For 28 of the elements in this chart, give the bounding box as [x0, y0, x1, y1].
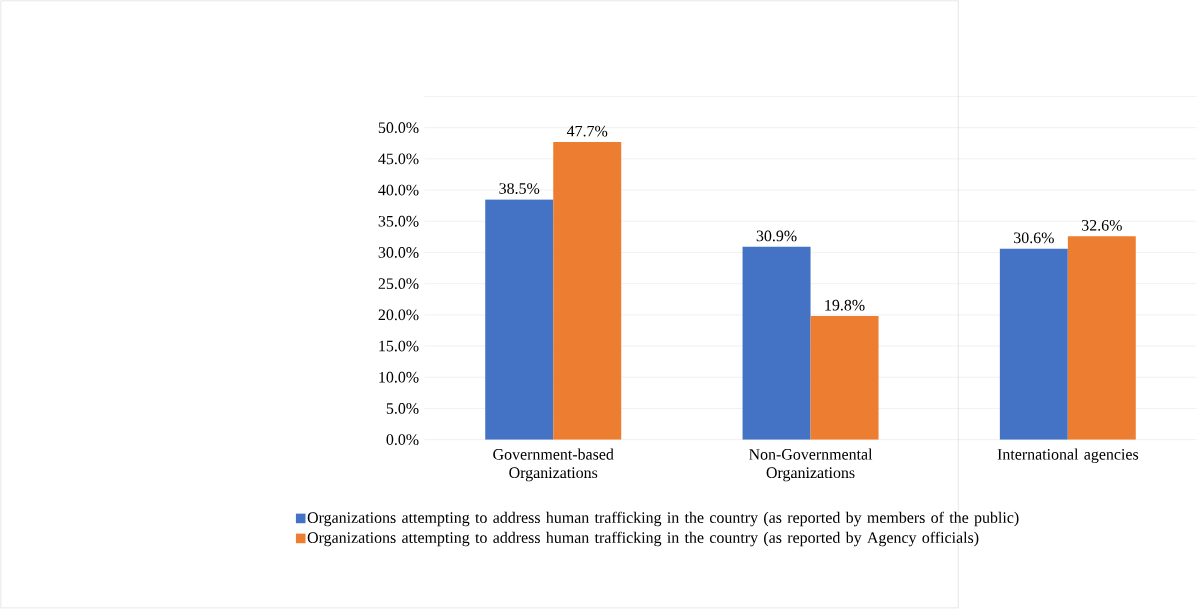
bar — [1067, 236, 1136, 440]
data-label: 32.6% — [1082, 220, 1122, 231]
x-tick-label: Government-based Organizations — [493, 448, 614, 482]
data-label: 47.7% — [566, 125, 608, 137]
y-tick-label: 5.0% — [386, 403, 419, 414]
x-tick-label: International agencies — [997, 448, 1139, 464]
y-tick-label: 50.0% — [378, 122, 419, 134]
y-tick-label: 20.0% — [378, 309, 419, 321]
y-tick-label: 30.0% — [378, 247, 419, 258]
bar — [485, 199, 554, 440]
y-tick-label: 15.0% — [379, 340, 419, 352]
y-tick-label: 25.0% — [378, 278, 419, 290]
legend-label: Organizations attempting to address human trafficking in the country (as reported by Agency officials) — [307, 531, 979, 547]
bar — [810, 316, 879, 440]
legend-label: Organizations attempting to address human trafficking in the country (as reported by members of the public) — [307, 511, 1019, 527]
data-label: 30.9% — [756, 230, 797, 242]
data-label: 38.5% — [499, 183, 540, 195]
bar — [999, 248, 1068, 440]
y-tick-label: 0.0% — [386, 434, 419, 446]
data-label: 30.6% — [1014, 232, 1054, 244]
data-label: 19.8% — [825, 299, 865, 311]
y-tick-label: 45.0% — [378, 153, 419, 165]
y-tick-label: 10.0% — [379, 371, 419, 383]
y-tick-label: 35.0% — [378, 215, 419, 227]
y-tick-label: 40.0% — [378, 184, 419, 196]
bar — [742, 246, 811, 440]
x-tick-label: Non-Governmental Organizations — [749, 448, 873, 482]
bar — [553, 142, 622, 440]
